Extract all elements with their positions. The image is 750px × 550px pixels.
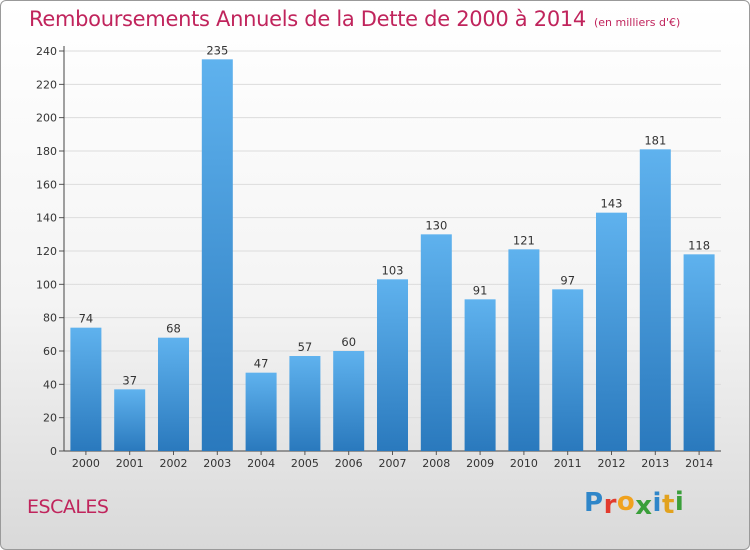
- bar-2007: [377, 279, 408, 451]
- bar-2013: [639, 149, 671, 452]
- data-label: 235: [206, 43, 228, 57]
- data-label: 121: [513, 233, 535, 247]
- x-tick-label: 2000: [72, 457, 100, 470]
- bar-2008: [420, 234, 452, 451]
- data-label: 103: [382, 263, 404, 277]
- x-tick-label: 2004: [247, 457, 275, 470]
- bar-2014: [683, 254, 715, 451]
- bar-2009: [464, 299, 496, 451]
- data-label: 37: [122, 373, 137, 387]
- x-tick-label: 2008: [422, 457, 450, 470]
- x-tick-label: 2011: [554, 457, 582, 470]
- logo-letter: o: [616, 487, 636, 517]
- bars: [70, 59, 715, 452]
- y-tick-label: 160: [36, 178, 57, 191]
- logo-letter: t: [661, 490, 675, 520]
- y-tick-label: 200: [36, 112, 57, 125]
- x-tick-label: 2002: [160, 457, 188, 470]
- x-tick-label: 2003: [203, 457, 231, 470]
- x-tick-label: 2014: [685, 457, 713, 470]
- x-tick-label: 2013: [641, 457, 669, 470]
- data-label: 91: [473, 283, 488, 297]
- bar-2001: [114, 389, 146, 451]
- data-label: 118: [688, 238, 710, 252]
- x-tick-label: 2001: [116, 457, 144, 470]
- bar-2004: [245, 372, 277, 451]
- bar-2011: [552, 289, 584, 451]
- data-label: 97: [560, 273, 575, 287]
- data-label: 60: [341, 335, 356, 349]
- data-labels: 74 37 68 235 47 57 60 103 130 91 121 97 143 181 118: [79, 43, 710, 387]
- tick-labels: 0 20 40 60 80 100 120 140 160 180 200 220 240 2000 200…: [36, 45, 713, 470]
- bar-2005: [289, 356, 321, 451]
- y-tick-label: 80: [43, 312, 57, 325]
- data-label: 74: [79, 312, 94, 326]
- y-tick-label: 60: [43, 345, 57, 358]
- logo-letter: x: [635, 491, 653, 521]
- logo-letter: i: [674, 487, 685, 517]
- logo-letter: P: [584, 488, 604, 518]
- y-tick-label: 100: [36, 278, 57, 291]
- proxiti-logo[interactable]: Proxiti: [584, 487, 685, 521]
- y-tick-label: 180: [36, 145, 57, 158]
- y-tick-label: 20: [43, 412, 57, 425]
- y-tick-label: 120: [36, 245, 57, 258]
- bar-2000: [70, 327, 102, 451]
- data-label: 143: [601, 197, 623, 211]
- logo-letter: r: [603, 490, 617, 520]
- x-tick-label: 2012: [598, 457, 626, 470]
- data-label: 57: [298, 340, 313, 354]
- bar-2006: [333, 351, 365, 451]
- town-name: ESCALES: [27, 496, 109, 518]
- y-tick-label: 140: [36, 212, 57, 225]
- bar-2003: [201, 59, 233, 451]
- x-tick-label: 2005: [291, 457, 319, 470]
- chart-subtitle: (en milliers d'€): [594, 16, 681, 29]
- bar-2010: [508, 249, 540, 451]
- x-tick-label: 2007: [379, 457, 407, 470]
- x-tick-label: 2006: [335, 457, 363, 470]
- bar-2002: [158, 337, 189, 451]
- y-tick-label: 240: [36, 45, 57, 58]
- y-tick-label: 40: [43, 378, 57, 391]
- logo-letter: i: [652, 488, 662, 518]
- title-text: Remboursements Annuels de la Dette de 20…: [29, 7, 586, 31]
- bar-2012: [596, 212, 627, 451]
- data-label: 68: [166, 322, 181, 336]
- data-label: 181: [644, 133, 666, 147]
- y-tick-label: 0: [50, 445, 57, 458]
- x-tick-label: 2009: [466, 457, 494, 470]
- chart-title: Remboursements Annuels de la Dette de 20…: [29, 7, 680, 31]
- data-label: 130: [425, 218, 447, 232]
- data-label: 47: [254, 357, 269, 371]
- y-tick-label: 220: [36, 78, 57, 91]
- x-tick-label: 2010: [510, 457, 538, 470]
